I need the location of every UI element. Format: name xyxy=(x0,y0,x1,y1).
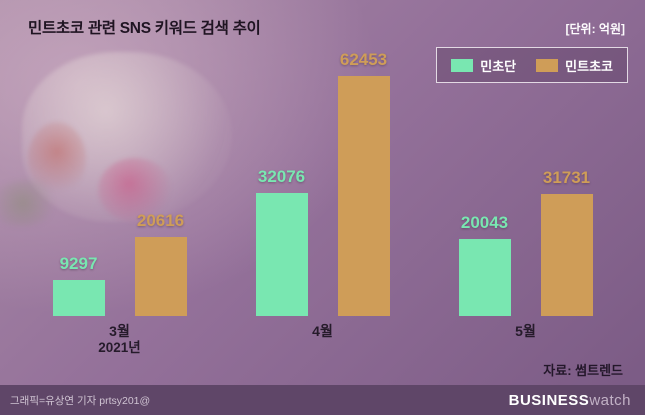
bar-value-label: 20616 xyxy=(136,211,185,230)
legend-swatch xyxy=(536,58,559,72)
bar xyxy=(458,239,511,316)
credit-label: 그래픽=유상연 기자 prtsy201@ xyxy=(10,394,151,407)
bar-value-label: 9297 xyxy=(59,254,98,273)
bar xyxy=(337,76,390,316)
legend-label: 민트초코 xyxy=(565,58,613,74)
bar-column: 62453 xyxy=(337,50,390,316)
chart: 9297 20616 3월 2021년 32076 62453 4월 20043 31731 5월 xyxy=(18,50,627,357)
bar-column: 9297 xyxy=(52,254,105,316)
bar-value-label: 32076 xyxy=(257,167,306,186)
chart-title: 민트초코 관련 SNS 키워드 검색 추이 xyxy=(28,20,261,37)
bar-value-label: 62453 xyxy=(339,50,388,69)
legend-item: 민초단 xyxy=(451,56,516,75)
category-label: 4월 xyxy=(312,323,333,339)
brand-logo-business: BUSINESS xyxy=(508,391,590,409)
raspberry-decoration xyxy=(28,122,86,196)
bar-value-label: 31731 xyxy=(542,168,591,187)
bar xyxy=(52,280,105,316)
bar xyxy=(134,237,187,316)
bar-value-label: 20043 xyxy=(460,213,509,232)
raspberry-decoration xyxy=(98,158,172,222)
unit-label: [단위: 억원] xyxy=(565,22,625,36)
source-label: 자료: 썸트렌드 xyxy=(543,363,623,378)
bar-pair: 32076 62453 xyxy=(255,50,390,316)
legend-label: 민초단 xyxy=(480,58,517,74)
bar xyxy=(540,194,593,316)
footer: 그래픽=유상연 기자 prtsy201@ BUSINESSwatch xyxy=(0,385,645,415)
bar-pair: 9297 20616 xyxy=(52,211,187,316)
category-label: 3월 xyxy=(109,323,130,339)
category-sublabel: 2021년 xyxy=(98,340,141,355)
bar-column: 32076 xyxy=(255,167,308,316)
category-label: 5월 xyxy=(515,323,536,339)
brand-logo: BUSINESSwatch xyxy=(509,392,631,409)
bar-pair: 20043 31731 xyxy=(458,168,593,316)
bar-column: 20616 xyxy=(134,211,187,316)
legend-swatch xyxy=(451,58,474,72)
brand-logo-watch: watch xyxy=(589,391,631,409)
bar xyxy=(255,193,308,316)
legend: 민초단 민트초코 xyxy=(436,47,628,83)
chart-group: 32076 62453 4월 xyxy=(255,50,390,357)
bar-column: 31731 xyxy=(540,168,593,316)
bar-column: 20043 xyxy=(458,213,511,316)
chart-group: 20043 31731 5월 xyxy=(458,168,593,357)
chart-group: 9297 20616 3월 2021년 xyxy=(52,211,187,357)
legend-item: 민트초코 xyxy=(536,56,613,75)
